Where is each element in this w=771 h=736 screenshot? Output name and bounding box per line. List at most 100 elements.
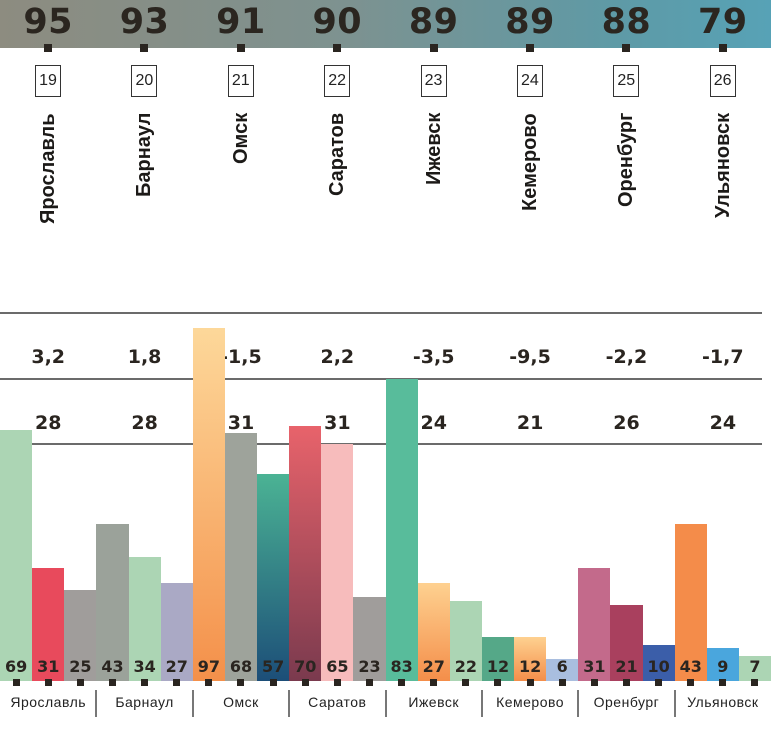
bar-value-label: 25 bbox=[69, 657, 92, 676]
city-label: Оренбург bbox=[593, 694, 660, 710]
city-separator bbox=[384, 690, 387, 717]
bar-marker bbox=[141, 679, 149, 686]
bar-marker bbox=[622, 679, 630, 686]
bar-marker bbox=[430, 679, 438, 686]
row-a-value: -9,5 bbox=[509, 346, 551, 368]
bar-value-label: 68 bbox=[229, 657, 253, 676]
bar bbox=[417, 582, 450, 681]
score-value: 89 bbox=[408, 2, 459, 42]
score-value: 95 bbox=[23, 2, 74, 42]
city-label: Ульяновск bbox=[687, 694, 759, 710]
bar bbox=[481, 637, 515, 681]
rank-box: 25 bbox=[613, 65, 640, 97]
bar bbox=[353, 597, 386, 681]
city-column: 89 23 Ижевск -3,5 24 Ижевск bbox=[384, 0, 482, 736]
city-label: Барнаул bbox=[115, 694, 174, 710]
bar-value-label: 83 bbox=[390, 657, 413, 676]
bar bbox=[578, 568, 611, 681]
score-value: 93 bbox=[119, 2, 170, 42]
rank-box: 24 bbox=[516, 65, 543, 97]
city-column: 88 25 Оренбург -2,2 26 Оренбург bbox=[577, 0, 674, 736]
row-a-value: 3,2 bbox=[31, 346, 66, 368]
bar-value-label: 97 bbox=[197, 657, 220, 676]
city-separator bbox=[480, 690, 483, 717]
bar-value-label: 34 bbox=[133, 657, 156, 676]
bar-value-label: 65 bbox=[326, 657, 349, 676]
rank-box: 26 bbox=[709, 65, 736, 97]
city-name-vertical: Ижевск bbox=[422, 113, 445, 186]
city-column: 93 20 Барнаул 1,8 28 Барнаул bbox=[95, 0, 192, 736]
row-a-value: -2,2 bbox=[605, 346, 648, 368]
bar-marker bbox=[590, 679, 598, 686]
row-b-value: 24 bbox=[420, 412, 447, 434]
city-column: 90 22 Саратов 2,2 31 Саратов bbox=[288, 0, 385, 736]
bar-value-label: 27 bbox=[165, 657, 188, 676]
bar-value-label: 6 bbox=[556, 657, 568, 676]
score-header-band bbox=[0, 0, 771, 48]
city-label: Ижевск bbox=[408, 694, 459, 710]
bar-value-label: 22 bbox=[454, 657, 477, 676]
bar-marker bbox=[558, 679, 566, 686]
bar-marker bbox=[301, 679, 309, 686]
rank-box: 19 bbox=[35, 65, 61, 97]
bar-marker bbox=[687, 679, 695, 686]
city-label: Омск bbox=[223, 694, 259, 710]
score-marker bbox=[236, 44, 245, 52]
bar-marker bbox=[44, 679, 52, 686]
city-separator bbox=[288, 690, 291, 717]
divider-line-middle bbox=[0, 378, 762, 380]
rank-box: 20 bbox=[131, 65, 158, 97]
bar-marker bbox=[237, 679, 245, 686]
city-name-vertical: Ульяновск bbox=[711, 113, 734, 219]
row-b-value: 28 bbox=[131, 412, 158, 434]
bar bbox=[64, 590, 97, 681]
score-value: 91 bbox=[216, 2, 266, 42]
bar-marker bbox=[655, 679, 663, 686]
bar-value-label: 27 bbox=[422, 657, 445, 676]
bar-value-label: 69 bbox=[4, 657, 28, 676]
bar-marker bbox=[719, 679, 727, 686]
rank-box: 21 bbox=[227, 65, 254, 97]
bar-value-label: 21 bbox=[615, 657, 638, 676]
score-marker bbox=[429, 44, 438, 52]
bar-marker bbox=[365, 679, 373, 686]
bar-value-label: 31 bbox=[37, 657, 60, 676]
score-marker bbox=[718, 44, 727, 52]
bar-marker bbox=[173, 679, 181, 686]
row-a-value: -3,5 bbox=[412, 346, 455, 368]
bar-value-label: 9 bbox=[717, 657, 729, 676]
bar bbox=[257, 473, 290, 681]
row-a-value: 2,2 bbox=[320, 346, 355, 368]
bar-value-label: 12 bbox=[518, 657, 542, 676]
bar-value-label: 57 bbox=[261, 657, 285, 676]
bar bbox=[449, 600, 482, 681]
bar bbox=[610, 604, 643, 681]
bar-marker bbox=[462, 679, 470, 686]
bar-value-label: 43 bbox=[679, 657, 702, 676]
city-name-vertical: Омск bbox=[229, 113, 252, 165]
row-a-value: -1,5 bbox=[220, 346, 262, 368]
row-b-value: 31 bbox=[324, 412, 351, 434]
score-marker bbox=[622, 44, 631, 52]
bar-marker bbox=[269, 679, 277, 686]
city-column: 89 24 Кемерово -9,5 21 Кемерово bbox=[480, 0, 578, 736]
city-column: 95 19 Ярославль 3,2 28 Ярославль bbox=[0, 0, 96, 736]
bar-value-label: 10 bbox=[647, 657, 670, 676]
bar bbox=[642, 644, 675, 681]
bar-marker bbox=[526, 679, 534, 686]
row-b-value: 24 bbox=[709, 412, 737, 434]
city-label: Кемерово bbox=[496, 694, 565, 710]
score-marker bbox=[333, 44, 342, 52]
bar bbox=[706, 648, 739, 681]
rank-box: 22 bbox=[324, 65, 351, 97]
divider-line-top bbox=[0, 312, 762, 314]
row-a-value: 1,8 bbox=[127, 346, 162, 368]
bar bbox=[674, 524, 707, 681]
city-column: 91 21 Омск -1,5 31 Омск bbox=[191, 0, 289, 736]
bar bbox=[0, 429, 33, 681]
city-label: Саратов bbox=[308, 694, 367, 710]
row-b-value: 31 bbox=[227, 412, 255, 434]
bar bbox=[224, 433, 258, 681]
city-column: 79 26 Ульяновск -1,7 24 Ульяновск bbox=[673, 0, 771, 736]
rank-box: 23 bbox=[420, 65, 447, 97]
